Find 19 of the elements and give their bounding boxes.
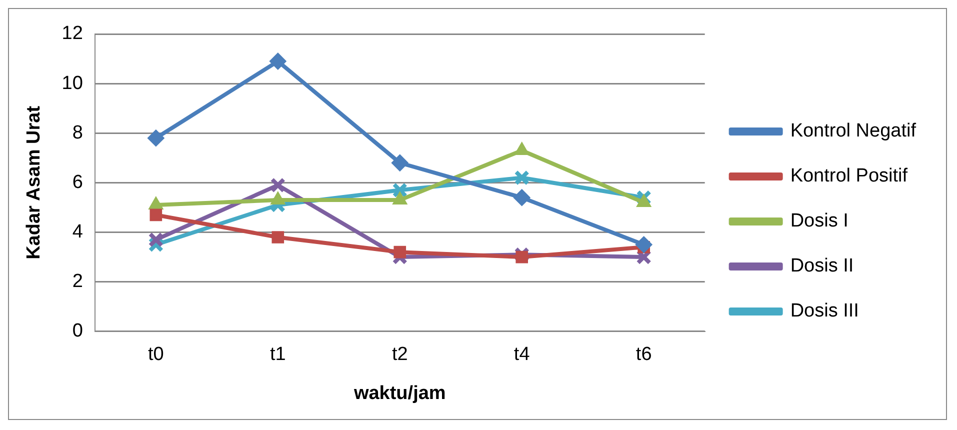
y-tick-label: 12: [62, 23, 83, 44]
x-tick-label: t4: [514, 344, 530, 366]
legend-label: Dosis I: [790, 210, 848, 232]
legend-label: Dosis III: [790, 300, 859, 322]
x-axis-title: waktu/jam: [352, 382, 446, 404]
y-tick-label: 8: [72, 122, 83, 144]
x-tick-label: t6: [636, 344, 652, 366]
y-tick-label: 2: [72, 271, 83, 292]
x-tick-label: t2: [392, 344, 408, 366]
x-tick-label: t0: [148, 344, 164, 366]
y-tick-label: 6: [72, 172, 83, 193]
legend-label: Kontrol Positif: [790, 166, 908, 187]
x-tick-label: t1: [270, 344, 286, 366]
y-axis-title: Kadar Asam Urat: [24, 105, 45, 260]
y-tick-label: 0: [72, 320, 83, 342]
y-tick-label: 10: [62, 72, 83, 94]
y-tick-label: 4: [72, 222, 84, 242]
legend-label: Dosis II: [790, 256, 854, 277]
legend-label: Kontrol Negatif: [790, 120, 917, 142]
